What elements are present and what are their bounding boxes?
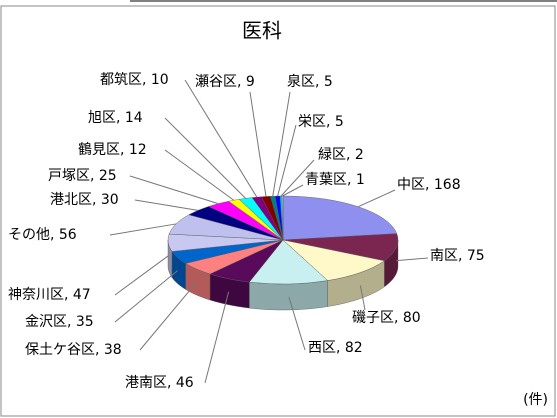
leader-line: [249, 91, 267, 197]
data-label: 鶴見区, 12: [78, 141, 147, 158]
data-label: 栄区, 5: [298, 114, 344, 130]
data-label: 戸塚区, 25: [48, 168, 117, 184]
data-label: 保土ケ谷区, 38: [25, 342, 122, 358]
leader-line: [114, 270, 178, 323]
data-label: 泉区, 5: [287, 73, 333, 90]
data-label: 都筑区, 10: [100, 72, 169, 88]
leader-line: [282, 184, 304, 197]
leader-line: [184, 79, 258, 198]
slice-side: [249, 280, 328, 311]
slice: [248, 239, 329, 285]
data-label: その他, 56: [8, 227, 77, 243]
data-label: 西区, 82: [308, 340, 363, 356]
leader-line: [396, 257, 429, 262]
leader-line: [129, 175, 219, 205]
data-label: 旭区, 14: [88, 110, 143, 126]
leader-line: [164, 117, 246, 199]
leader-line: [204, 291, 230, 384]
unit-label: (件): [523, 392, 548, 408]
leader-line: [288, 296, 306, 351]
leader-line: [359, 285, 366, 311]
leader-line: [358, 189, 396, 208]
chart-title: 医科: [242, 19, 282, 43]
data-label: 南区, 75: [430, 248, 485, 264]
slice: [282, 195, 398, 241]
slice: [282, 233, 399, 262]
data-label: 港北区, 30: [50, 192, 119, 208]
data-label: 瀬谷区, 9: [195, 74, 255, 90]
leader-line: [164, 149, 235, 201]
data-label: 中区, 168: [397, 177, 461, 193]
leader-line: [134, 199, 199, 211]
data-label: 青葉区, 1: [305, 172, 365, 188]
slice: [282, 239, 385, 281]
leader-line: [109, 223, 177, 236]
data-label: 港南区, 46: [125, 375, 194, 391]
leader-line: [272, 91, 291, 197]
data-label: 緑区, 2: [318, 147, 364, 163]
data-label: 磯子区, 80: [352, 310, 421, 326]
leader-line: [277, 124, 297, 197]
leader-line: [114, 255, 169, 296]
data-label: 金沢区, 35: [25, 314, 94, 330]
leader-line: [139, 281, 198, 351]
leader-line: [280, 159, 315, 197]
data-label: 神奈川区, 47: [8, 287, 91, 303]
